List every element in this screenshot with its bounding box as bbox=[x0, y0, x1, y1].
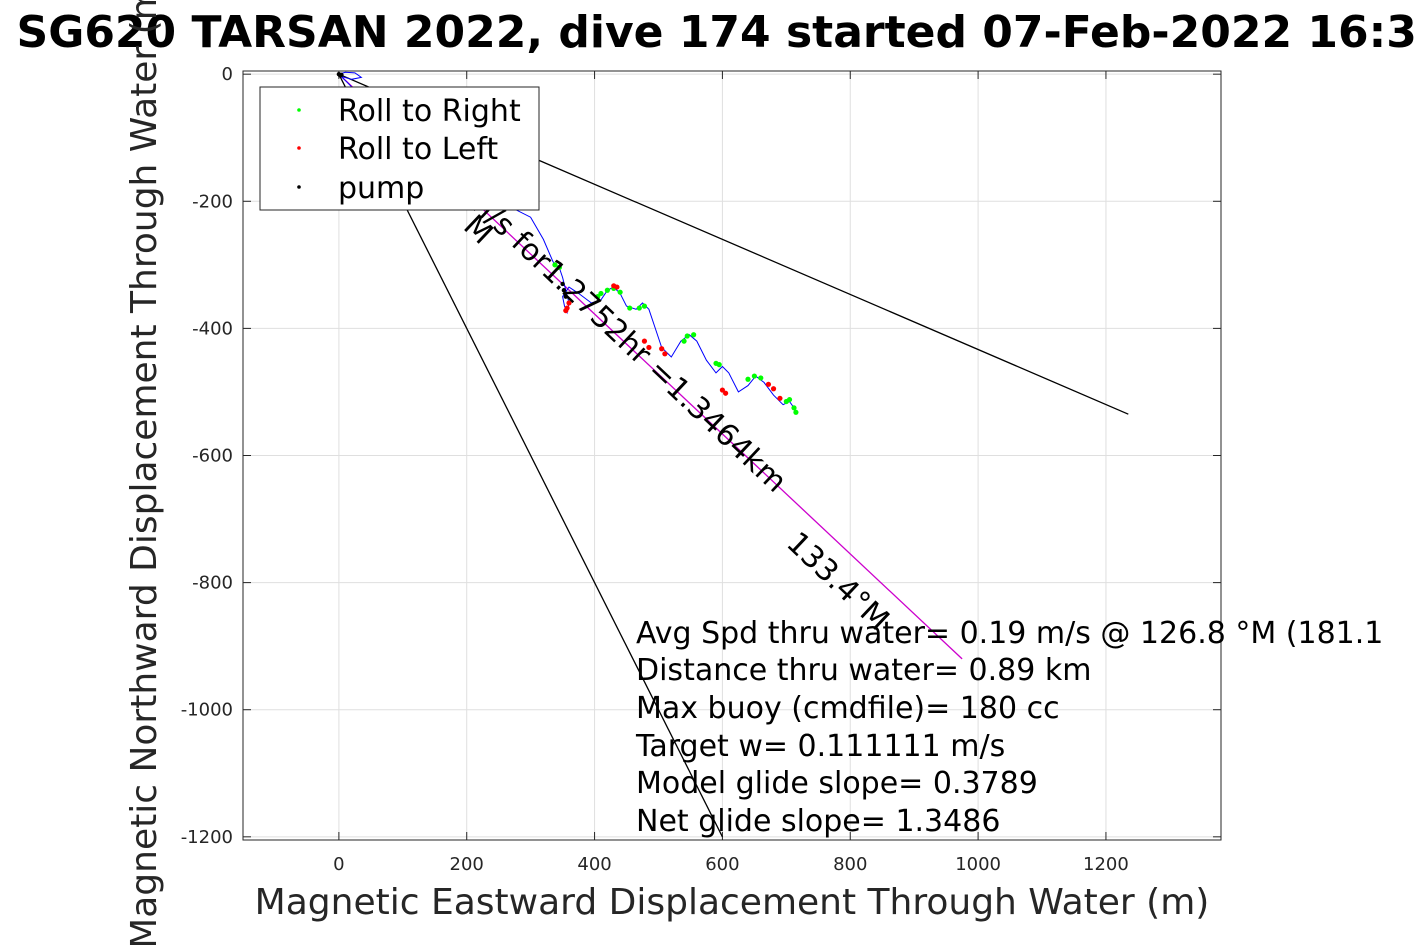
legend-marker-roll-right bbox=[297, 108, 301, 112]
chart-title: SG620 TARSAN 2022, dive 174 started 07-F… bbox=[17, 7, 1417, 58]
legend-box bbox=[259, 86, 540, 211]
roll-left-marker bbox=[614, 284, 620, 290]
legend-marker-roll-left bbox=[297, 146, 301, 150]
x-tick-label: 800 bbox=[833, 854, 867, 875]
roll-right-marker bbox=[617, 289, 623, 295]
roll-left-marker bbox=[662, 351, 668, 357]
roll-right-marker bbox=[604, 287, 610, 293]
stat-net-glide: Net glide slope= 1.3486 bbox=[636, 804, 1000, 839]
y-tick-label: -200 bbox=[192, 191, 233, 212]
x-axis-ticks: 0 200 400 600 800 1000 1200 bbox=[333, 71, 1129, 875]
x-tick-label: 0 bbox=[333, 854, 344, 875]
roll-right-marker bbox=[691, 332, 697, 338]
x-tick-label: 1200 bbox=[1083, 854, 1129, 875]
roll-right-marker bbox=[684, 333, 690, 339]
roll-right-marker bbox=[598, 290, 604, 297]
roll-right-marker bbox=[745, 376, 751, 382]
y-tick-label: -1200 bbox=[181, 827, 233, 848]
pump-marker bbox=[339, 72, 344, 78]
y-tick-label: -800 bbox=[192, 573, 233, 594]
roll-right-marker bbox=[627, 305, 633, 311]
stat-avg-speed: Avg Spd thru water= 0.19 m/s @ 126.8 °M … bbox=[636, 616, 1383, 651]
pump-marker bbox=[563, 294, 569, 299]
x-tick-label: 400 bbox=[577, 854, 611, 875]
roll-left-marker bbox=[646, 344, 652, 351]
roll-right-marker bbox=[556, 264, 563, 270]
x-tick-label: 200 bbox=[450, 854, 484, 875]
roll-right-marker bbox=[786, 396, 793, 403]
stat-model-glide: Model glide slope= 0.3789 bbox=[636, 766, 1038, 801]
roll-right-marker bbox=[636, 305, 642, 311]
roll-left-marker bbox=[719, 387, 726, 393]
pump-marker bbox=[561, 288, 567, 293]
y-tick-label: -600 bbox=[192, 446, 233, 467]
roll-left-marker bbox=[659, 346, 665, 352]
x-axis-label: Magnetic Eastward Displacement Through W… bbox=[255, 882, 1210, 923]
roll-left-marker bbox=[765, 381, 772, 387]
legend: Roll to Right Roll to Left pump bbox=[259, 86, 540, 211]
stats-block: Avg Spd thru water= 0.19 m/s @ 126.8 °M … bbox=[635, 616, 1383, 839]
roll-left-marker bbox=[723, 390, 729, 396]
roll-right-marker bbox=[641, 303, 648, 309]
y-axis-ticks: 0 -200 -400 -600 -800 -1000 -1200 bbox=[181, 64, 1221, 848]
roll-right-marker bbox=[758, 375, 764, 381]
roll-right-marker bbox=[552, 262, 558, 268]
roll-left-marker bbox=[777, 395, 783, 401]
roll-right-marker bbox=[751, 373, 757, 379]
plot-frame bbox=[242, 70, 1222, 841]
roll-right-marker bbox=[791, 405, 797, 411]
roll-left-marker bbox=[566, 300, 572, 306]
roll-left-marker bbox=[770, 386, 777, 392]
stat-target-w: Target w= 0.111111 m/s bbox=[635, 729, 1005, 764]
stat-distance: Distance thru water= 0.89 km bbox=[636, 653, 1091, 688]
legend-label-pump: pump bbox=[338, 171, 424, 206]
roll-right-marker bbox=[793, 409, 799, 415]
y-tick-label: -1000 bbox=[181, 700, 233, 721]
y-axis-label: Magnetic Northward Displacement Through … bbox=[124, 0, 165, 945]
roll-left-marker bbox=[564, 305, 570, 311]
x-tick-label: 600 bbox=[705, 854, 739, 875]
legend-label-roll-right: Roll to Right bbox=[338, 94, 521, 129]
stat-max-buoy: Max buoy (cmdfile)= 180 cc bbox=[636, 691, 1060, 726]
roll-left-marker bbox=[641, 338, 648, 344]
y-tick-label: -400 bbox=[192, 318, 233, 339]
x-tick-label: 1000 bbox=[955, 854, 1001, 875]
legend-marker-pump bbox=[297, 185, 301, 189]
y-tick-label: 0 bbox=[222, 64, 233, 85]
roll-right-marker bbox=[595, 294, 601, 300]
roll-right-marker bbox=[681, 338, 687, 344]
pump-marker bbox=[560, 281, 565, 287]
legend-label-roll-left: Roll to Left bbox=[338, 132, 498, 167]
roll-right-marker bbox=[716, 362, 722, 368]
